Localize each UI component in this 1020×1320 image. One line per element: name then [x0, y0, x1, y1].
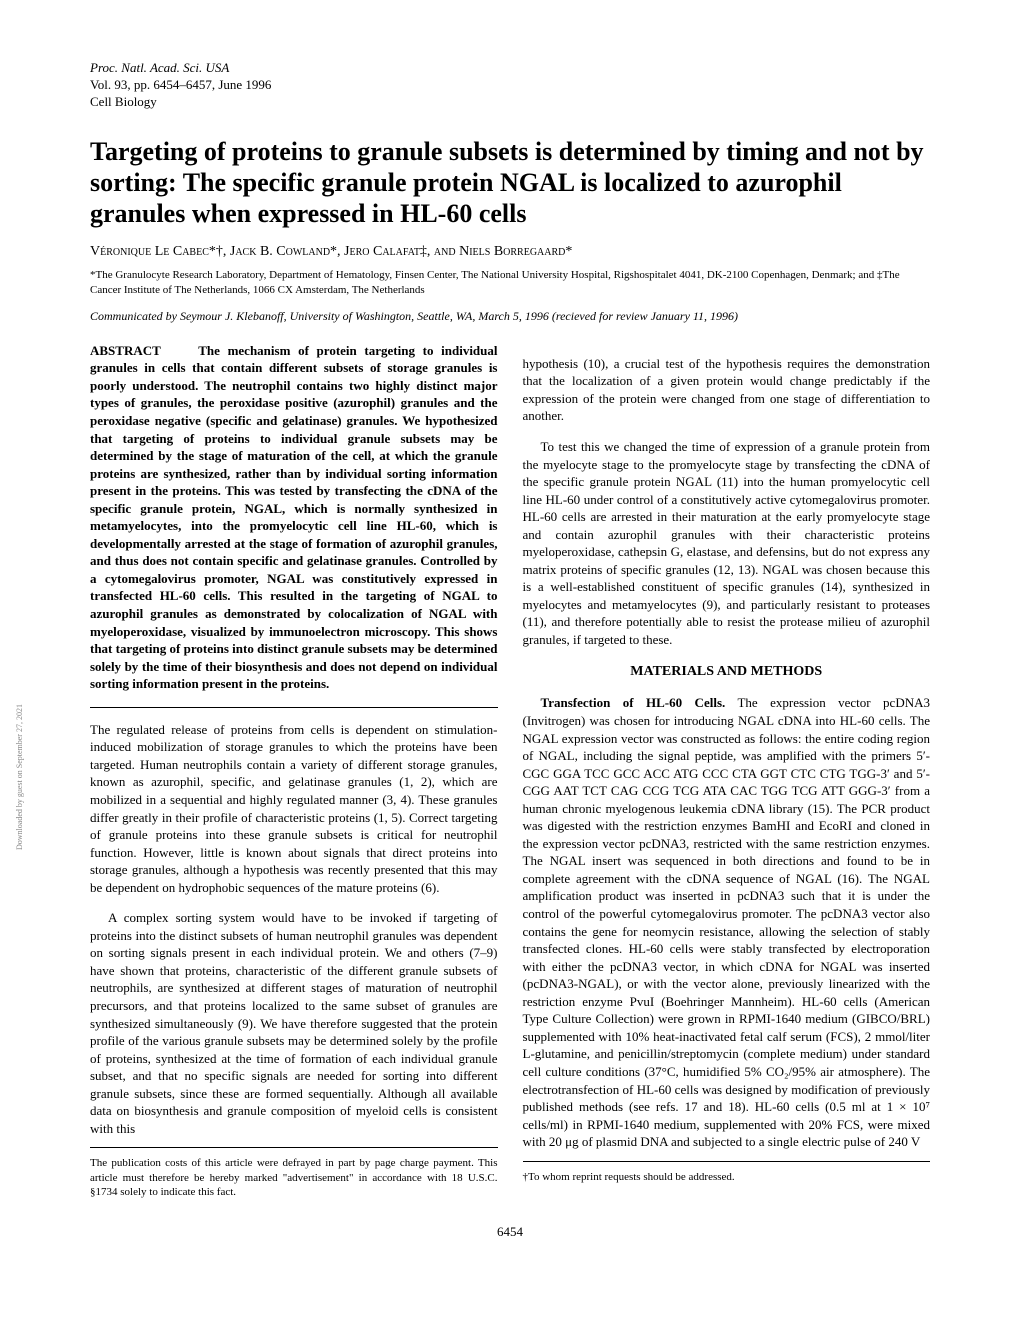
section-name: Cell Biology	[90, 94, 930, 111]
journal-header: Proc. Natl. Acad. Sci. USA Vol. 93, pp. …	[90, 60, 930, 111]
intro-para-1: The regulated release of proteins from c…	[90, 721, 498, 896]
volume-info: Vol. 93, pp. 6454–6457, June 1996	[90, 77, 930, 94]
correspondence-footnote: †To whom reprint requests should be addr…	[523, 1170, 931, 1184]
abstract-block: ABSTRACT The mechanism of protein target…	[90, 342, 498, 693]
left-column: ABSTRACT The mechanism of protein target…	[90, 342, 498, 1199]
article-title: Targeting of proteins to granule subsets…	[90, 136, 930, 230]
abstract-text: The mechanism of protein targeting to in…	[90, 343, 498, 691]
materials-methods-heading: MATERIALS AND METHODS	[523, 663, 931, 682]
publication-footnote: The publication costs of this article we…	[90, 1156, 498, 1199]
methods-subheading: Transfection of HL-60 Cells.	[541, 695, 726, 710]
right-para-2: To test this we changed the time of expr…	[523, 438, 931, 649]
methods-para: Transfection of HL-60 Cells. The express…	[523, 694, 931, 1150]
intro-para-2: A complex sorting system would have to b…	[90, 909, 498, 1137]
methods-text: The expression vector pcDNA3 (Invitrogen…	[523, 695, 931, 1149]
page-number: 6454	[90, 1224, 930, 1240]
journal-name: Proc. Natl. Acad. Sci. USA	[90, 60, 930, 77]
abstract-label: ABSTRACT	[90, 343, 161, 358]
divider	[523, 1161, 931, 1162]
right-para-1: hypothesis (10), a crucial test of the h…	[523, 355, 931, 425]
two-column-layout: ABSTRACT The mechanism of protein target…	[90, 342, 930, 1199]
right-column: hypothesis (10), a crucial test of the h…	[523, 342, 931, 1199]
download-watermark: Downloaded by guest on September 27, 202…	[15, 704, 24, 850]
communicated-by: Communicated by Seymour J. Klebanoff, Un…	[90, 309, 930, 324]
divider	[90, 707, 498, 708]
affiliations: *The Granulocyte Research Laboratory, De…	[90, 268, 930, 297]
author-list: Véronique Le Cabec*†, Jack B. Cowland*, …	[90, 244, 930, 260]
divider	[90, 1147, 498, 1148]
